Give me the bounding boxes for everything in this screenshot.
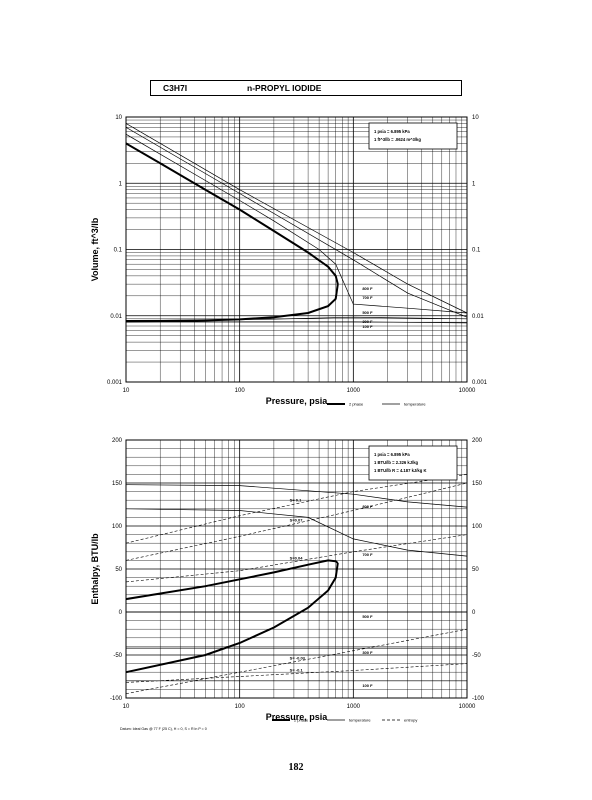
conversion-text: 1 psia = 6.895 kPa [374,452,410,457]
y-axis-title: Volume, ft^3/lb [90,217,100,281]
entropy-line-label: S= -0.03 [290,655,306,660]
x-tick-label: 10000 [459,704,476,710]
entropy-line-label: S=0.07 [290,517,304,522]
y-tick-label-left: 10 [115,115,122,121]
isotherm-label: 700 F [362,552,373,557]
y-tick-label-right: 50 [472,567,479,573]
x-tick-label: 1000 [347,388,361,394]
isotherm-line [125,123,468,314]
datum-footnote: Datum: Ideal Gas @ 77 F (25 C), H = 0, S… [120,727,207,731]
conversion-text: 1 ft^3/lb = .0624 m^3/kg [374,137,421,142]
conversion-box [368,445,458,481]
legend-label: entropy [404,718,417,723]
isotherm-line [125,126,468,318]
volume-chart: 10 100 1000 100001010.10.010.0011010.10.010… [90,115,488,407]
x-axis-title: Pressure, psia [266,712,329,722]
x-tick-label: 10 [123,704,130,710]
conversion-box [368,122,458,150]
isotherm-line [125,508,468,557]
y-tick-label-right: -50 [472,653,481,659]
isotherm-label: 100 F [362,324,373,329]
isotherm-line [125,133,468,314]
compound-name: n-PROPYL IODIDE [247,83,322,93]
x-tick-label: 100 [235,388,246,394]
compound-formula: C3H7I [163,83,188,93]
y-tick-label-right: 0.01 [472,314,484,320]
y-tick-label-right: 0.1 [472,248,481,254]
y-tick-label-left: -50 [113,653,122,659]
isotherm-label: 700 F [362,295,373,300]
x-tick-label: 10 [123,388,130,394]
isotherm-label: 500 F [362,614,373,619]
entropy-line [125,663,468,683]
isotherm-line [126,321,468,324]
entropy-line-label: S=0.04 [290,555,304,560]
y-tick-label-right: 0 [472,610,476,616]
saturated-vapor-curve [125,559,339,601]
page-number: 182 [288,762,304,773]
conversion-text: 1 BTU/lb R = 4.187 kJ/kg K [374,468,426,473]
conversion-text: 1 BTU/lb = 2.326 kJ/kg [374,460,419,465]
y-tick-label-left: 0.1 [114,248,123,254]
isotherm-label: 800 F [362,504,373,509]
y-axis-title: Enthalpy, BTU/lb [90,533,100,605]
y-tick-label-right: 150 [472,481,483,487]
y-tick-label-left: 0 [119,610,123,616]
y-tick-label-left: 150 [112,481,123,487]
y-tick-label-right: 10 [472,115,479,121]
entropy-line-label: S= 0.1 [290,498,302,503]
y-tick-label-left: 0.01 [110,314,122,320]
y-tick-label-right: 1 [472,181,476,187]
entropy-line [125,482,468,561]
isotherm-label: 800 F [362,286,373,291]
plot-frame [125,116,468,383]
y-tick-label-left: 1 [119,181,123,187]
y-tick-label-left: -100 [110,696,123,702]
saturated-liquid-curve [125,562,339,674]
compound-title-box: C3H7I n-PROPYL IODIDE [150,80,462,96]
isotherm-label: 100 F [362,683,373,688]
legend-label: 2 phase [294,718,309,723]
isotherm-label: 300 F [362,650,373,655]
x-axis-title: Pressure, psia [266,396,329,406]
y-tick-label-left: 50 [115,567,122,573]
y-tick-label-left: 200 [112,438,123,444]
saturated-vapor-curve [125,142,339,285]
legend-label: temperature [349,718,371,723]
y-tick-label-right: 100 [472,524,483,530]
legend-label: temperature [404,402,426,407]
conversion-text: 1 psia = 6.895 kPa [374,129,410,134]
x-tick-label: 10000 [459,388,476,394]
entropy-line [125,474,468,544]
isotherm-label: 500 F [362,310,373,315]
saturated-liquid-curve [125,283,339,323]
entropy-line-label: S= -0.1 [290,667,304,672]
y-tick-label-right: -100 [472,696,485,702]
y-tick-label-right: 200 [472,438,483,444]
x-tick-label: 100 [235,704,246,710]
entropy-line [125,628,468,694]
legend-label: 2 phase [349,402,364,407]
isotherm-line [125,484,468,508]
y-tick-label-left: 100 [112,524,123,530]
entropy-line [125,534,468,583]
y-tick-label-right: 0.001 [472,380,488,386]
y-tick-label-left: 0.001 [107,380,123,386]
plot-frame [125,439,468,699]
x-tick-label: 1000 [347,704,361,710]
